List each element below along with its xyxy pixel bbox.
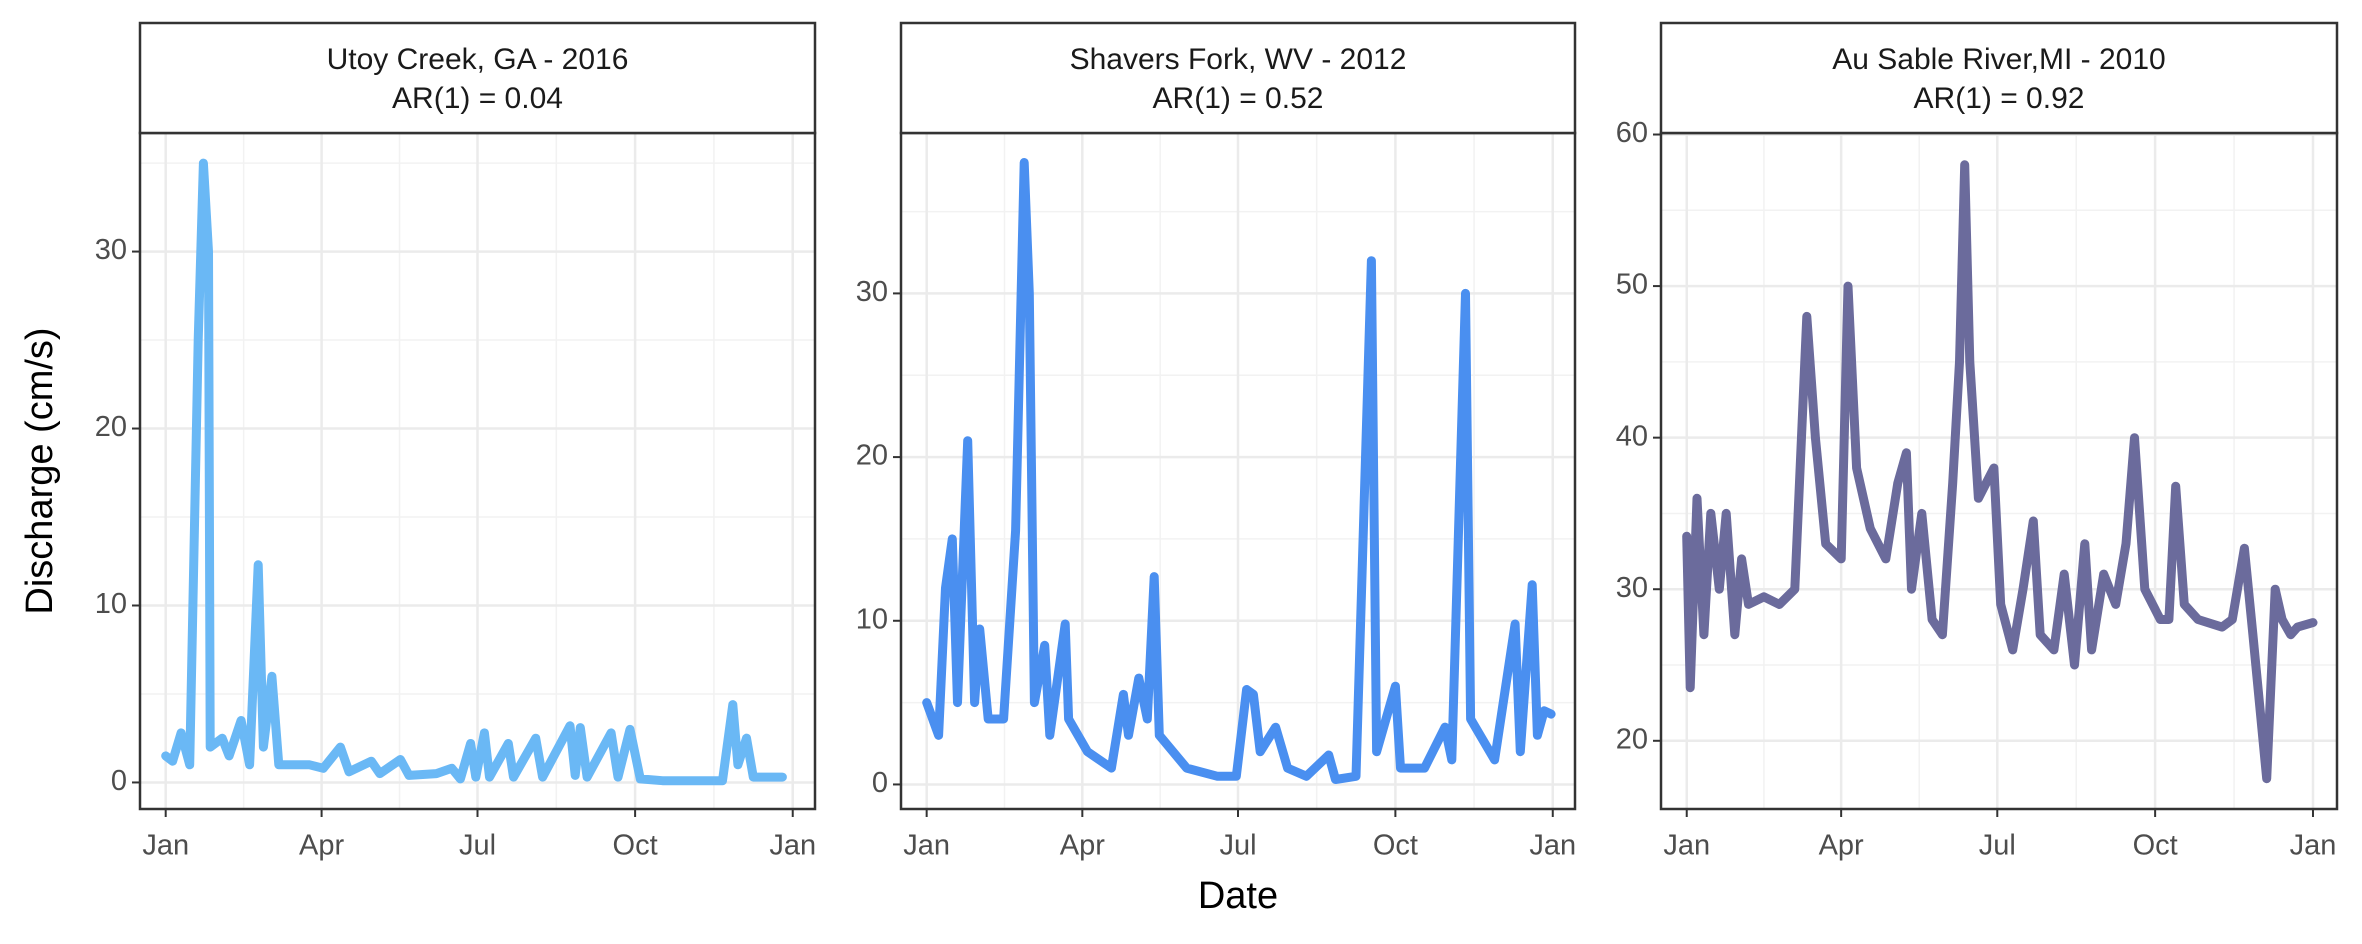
strip xyxy=(1659,21,2339,135)
y-tick-label: 20 xyxy=(856,440,888,472)
y-tick-label: 0 xyxy=(111,765,127,797)
y-tick-label: 30 xyxy=(1616,572,1648,604)
x-tick-label: Jan xyxy=(1663,830,1710,862)
panel-subtitle: AR(1) = 0.52 xyxy=(1153,82,1324,115)
panel-title: Shavers Fork, WV - 2012 xyxy=(1070,43,1407,76)
data-line xyxy=(922,158,1556,784)
y-tick-label: 10 xyxy=(95,588,127,620)
x-tick-label: Apr xyxy=(299,830,344,862)
x-tick-label: Jan xyxy=(2290,830,2337,862)
y-tick-label: 20 xyxy=(95,411,127,443)
y-tick-label: 60 xyxy=(1616,117,1648,149)
x-tick-label: Jul xyxy=(1219,830,1256,862)
strip xyxy=(899,21,1577,135)
x-tick-label: Jan xyxy=(142,830,189,862)
y-tick-label: 30 xyxy=(856,276,888,308)
y-tick-label: 50 xyxy=(1616,269,1648,301)
x-tick-label: Jul xyxy=(1979,830,2016,862)
x-tick-label: Oct xyxy=(613,830,658,862)
data-line xyxy=(1682,160,2318,784)
y-tick-label: 10 xyxy=(856,603,888,635)
y-tick-label: 20 xyxy=(1616,723,1648,755)
x-tick-label: Jan xyxy=(903,830,950,862)
x-tick-label: Apr xyxy=(1819,830,1864,862)
panel-title: Au Sable River,MI - 2010 xyxy=(1832,43,2166,76)
x-tick-label: Apr xyxy=(1060,830,1105,862)
y-tick-label: 40 xyxy=(1616,420,1648,452)
x-tick-label: Oct xyxy=(1373,830,1418,862)
x-tick-label: Jan xyxy=(1529,830,1576,862)
data-line xyxy=(161,158,787,786)
y-tick-label: 0 xyxy=(872,767,888,799)
x-axis-title: Date xyxy=(1198,875,1278,917)
panel-background xyxy=(1661,133,2337,809)
x-tick-label: Oct xyxy=(2133,830,2178,862)
x-tick-label: Jul xyxy=(459,830,496,862)
strip xyxy=(138,21,817,135)
y-tick-label: 30 xyxy=(95,234,127,266)
panel-title: Utoy Creek, GA - 2016 xyxy=(327,43,629,76)
panel-subtitle: AR(1) = 0.04 xyxy=(392,82,563,115)
x-tick-label: Jan xyxy=(769,830,816,862)
panel-subtitle: AR(1) = 0.92 xyxy=(1914,82,2085,115)
y-axis-title: Discharge (cm/s) xyxy=(19,327,61,614)
